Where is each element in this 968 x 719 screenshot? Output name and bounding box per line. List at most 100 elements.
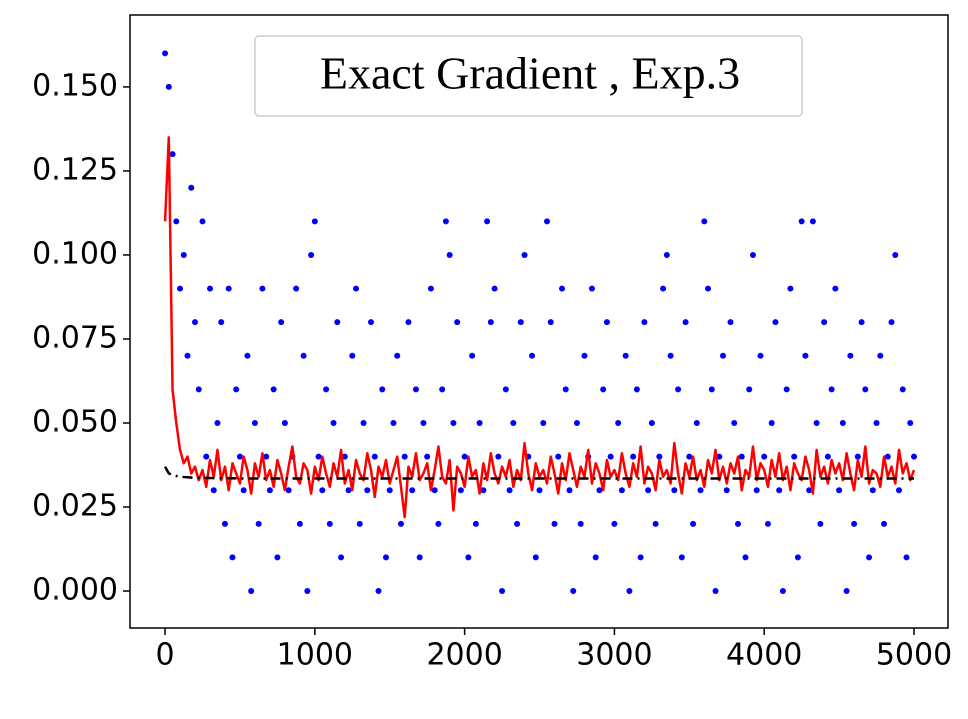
data-point — [323, 386, 330, 393]
data-point — [180, 251, 187, 258]
data-point — [873, 419, 880, 426]
data-point — [382, 554, 389, 561]
data-point — [573, 419, 580, 426]
data-point — [424, 453, 431, 460]
data-point — [446, 251, 453, 258]
data-point — [304, 588, 311, 595]
data-point — [544, 218, 551, 225]
data-point — [173, 218, 180, 225]
data-point — [618, 487, 625, 494]
data-point — [839, 419, 846, 426]
data-point — [499, 588, 506, 595]
data-point — [555, 453, 562, 460]
data-point — [742, 554, 749, 561]
data-point — [869, 487, 876, 494]
y-tick-label: 0.100 — [32, 236, 118, 271]
data-point — [195, 386, 202, 393]
data-point — [645, 487, 652, 494]
data-point — [364, 487, 371, 494]
data-point — [296, 520, 303, 527]
data-point — [177, 285, 184, 292]
data-point — [570, 588, 577, 595]
data-point — [450, 419, 457, 426]
data-point — [420, 419, 427, 426]
x-tick-label: 0 — [156, 638, 175, 673]
data-point — [248, 588, 255, 595]
data-point — [285, 487, 292, 494]
data-point — [768, 419, 775, 426]
x-tick-label: 5000 — [876, 638, 952, 673]
data-point — [757, 352, 764, 359]
data-point — [828, 386, 835, 393]
data-point — [356, 520, 363, 527]
data-point — [349, 352, 356, 359]
data-point — [540, 419, 547, 426]
data-point — [502, 386, 509, 393]
data-point — [663, 251, 670, 258]
data-point — [817, 520, 824, 527]
data-point — [311, 218, 318, 225]
data-point — [690, 520, 697, 527]
data-point — [240, 487, 247, 494]
data-point — [368, 319, 375, 326]
data-point — [330, 419, 337, 426]
y-tick-label: 0.000 — [32, 573, 118, 608]
data-point — [675, 386, 682, 393]
data-point — [630, 453, 637, 460]
data-point — [881, 520, 888, 527]
data-point — [244, 352, 251, 359]
data-point — [510, 419, 517, 426]
data-point — [300, 352, 307, 359]
data-point — [394, 352, 401, 359]
data-point — [738, 453, 745, 460]
data-point — [199, 218, 206, 225]
data-point — [858, 319, 865, 326]
data-point — [753, 487, 760, 494]
data-point — [416, 554, 423, 561]
data-point — [813, 419, 820, 426]
data-point — [746, 386, 753, 393]
data-point — [188, 184, 195, 191]
y-tick-label: 0.050 — [32, 404, 118, 439]
data-point — [607, 453, 614, 460]
y-tick-label: 0.025 — [32, 489, 118, 524]
data-point — [379, 386, 386, 393]
data-line — [163, 136, 916, 519]
data-point — [274, 554, 281, 561]
data-point — [495, 453, 502, 460]
data-point — [259, 285, 266, 292]
data-point — [581, 352, 588, 359]
data-point — [558, 285, 565, 292]
x-tick-label: 3000 — [576, 638, 652, 673]
data-point — [596, 487, 603, 494]
data-point — [588, 285, 595, 292]
data-point — [892, 251, 899, 258]
data-point — [712, 588, 719, 595]
data-point — [281, 419, 288, 426]
data-point — [233, 386, 240, 393]
data-point — [708, 386, 715, 393]
data-point — [854, 453, 861, 460]
data-point — [847, 352, 854, 359]
data-point — [896, 487, 903, 494]
data-point — [293, 285, 300, 292]
data-point — [731, 419, 738, 426]
data-point — [637, 554, 644, 561]
y-tick-label: 0.125 — [32, 152, 118, 187]
data-point — [435, 520, 442, 527]
data-point — [824, 453, 831, 460]
data-point — [529, 352, 536, 359]
data-point — [229, 554, 236, 561]
data-point — [910, 453, 917, 460]
data-point — [734, 520, 741, 527]
data-point — [693, 419, 700, 426]
data-point — [656, 453, 663, 460]
data-point — [749, 251, 756, 258]
data-point — [660, 285, 667, 292]
data-point — [697, 487, 704, 494]
data-point — [600, 386, 607, 393]
data-point — [851, 520, 858, 527]
data-point — [469, 352, 476, 359]
x-tick-label: 4000 — [726, 638, 802, 673]
